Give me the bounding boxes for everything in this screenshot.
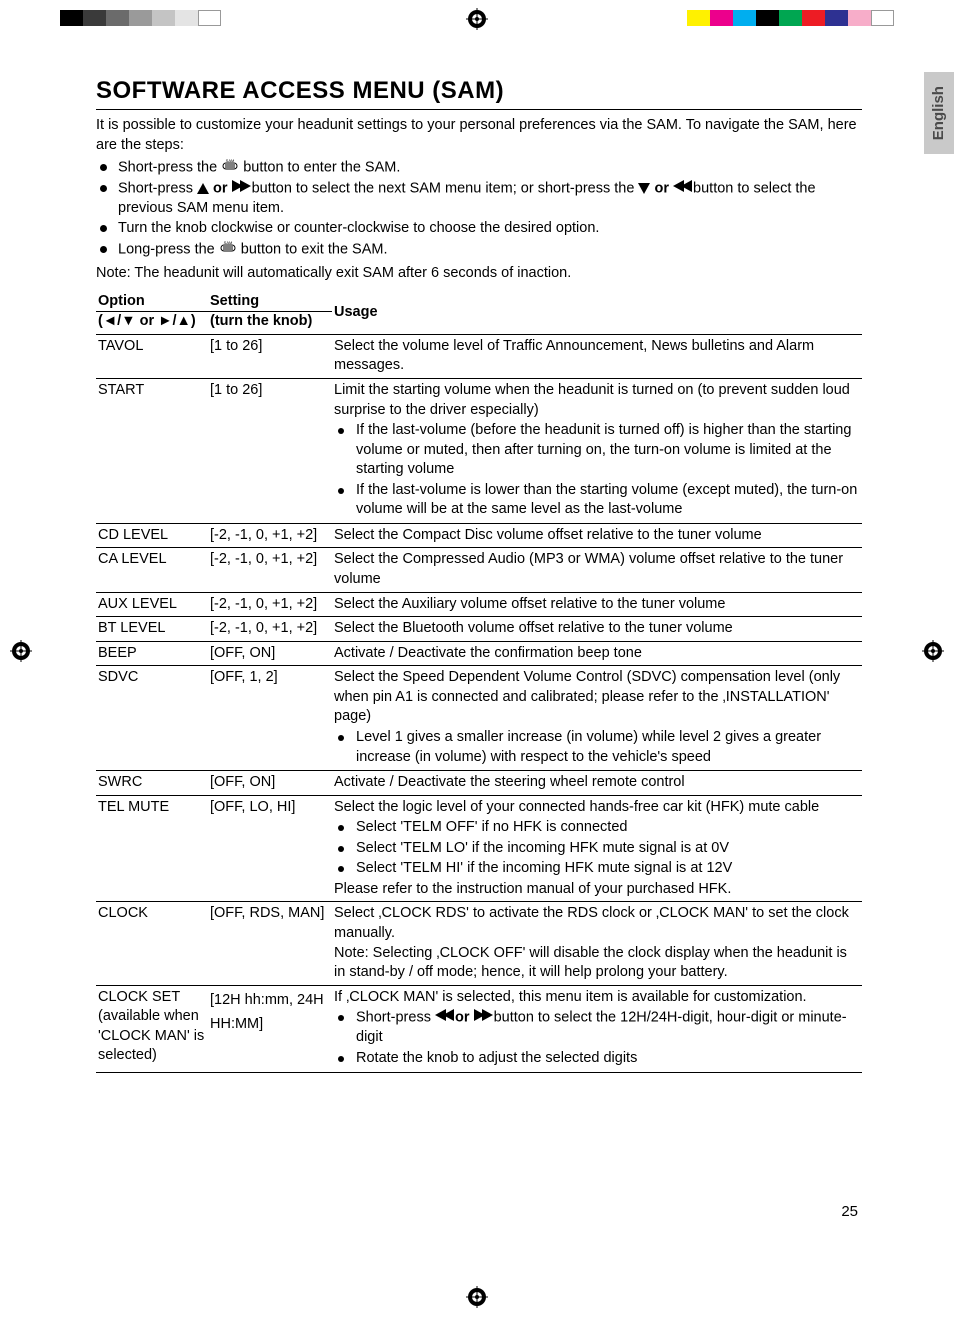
table-row: TEL MUTE [OFF, LO, HI] Select the logic … (96, 795, 862, 902)
sam-options-table: Option Setting Usage (◄/▼ or ►/▲) (turn … (96, 290, 862, 1073)
table-row: TAVOL [1 to 26] Select the volume level … (96, 334, 862, 378)
sam-button-icon: SAM (219, 240, 237, 260)
print-marks-bottom (0, 1268, 954, 1308)
table-row: CA LEVEL [-2, -1, 0, +1, +2] Select the … (96, 548, 862, 592)
registration-mark-left-icon (10, 640, 32, 662)
rewind-icon (435, 1008, 451, 1028)
table-row: SWRC [OFF, ON] Activate / Deactivate the… (96, 771, 862, 796)
colorbar-grayscale (60, 10, 221, 26)
steps-list: Short-press the SAM button to enter the … (96, 158, 862, 261)
registration-mark-icon (466, 1286, 488, 1308)
sam-button-icon: SAM (221, 158, 239, 178)
registration-mark-right-icon (922, 640, 944, 662)
col-setting-sub: (turn the knob) (208, 312, 332, 335)
colorbar-color (687, 10, 894, 26)
down-arrow-icon (638, 183, 650, 194)
col-option-sub: (◄/▼ or ►/▲) (96, 312, 208, 335)
table-row: BEEP [OFF, ON] Activate / Deactivate the… (96, 641, 862, 666)
col-setting: Setting (208, 290, 332, 312)
table-row: SDVC [OFF, 1, 2] Select the Speed Depend… (96, 666, 862, 771)
table-row: AUX LEVEL [-2, -1, 0, +1, +2] Select the… (96, 592, 862, 617)
col-usage: Usage (332, 290, 862, 335)
step-2: Short-press or button to select the next… (96, 179, 862, 219)
table-row: CD LEVEL [-2, -1, 0, +1, +2] Select the … (96, 523, 862, 548)
step-3: Turn the knob clockwise or counter-clock… (96, 219, 862, 239)
page-number: 25 (841, 1202, 858, 1222)
step-1: Short-press the SAM button to enter the … (96, 158, 862, 178)
table-row: BT LEVEL [-2, -1, 0, +1, +2] Select the … (96, 617, 862, 642)
note-text: Note: The headunit will automatically ex… (96, 264, 862, 284)
svg-text:SAM: SAM (223, 241, 232, 245)
up-arrow-icon (197, 183, 209, 194)
fast-forward-icon (232, 179, 248, 199)
page-content: SOFTWARE ACCESS MENU (SAM) It is possibl… (96, 75, 862, 1073)
svg-text:SAM: SAM (226, 159, 235, 163)
language-tab: English (924, 72, 954, 154)
table-row: START [1 to 26] Limit the starting volum… (96, 378, 862, 523)
language-label: English (929, 86, 949, 140)
page-title: SOFTWARE ACCESS MENU (SAM) (96, 75, 862, 110)
col-option: Option (96, 290, 208, 312)
print-marks-top (0, 10, 954, 50)
table-row: CLOCK SET (available when 'CLOCK MAN' is… (96, 985, 862, 1072)
registration-mark-icon (466, 8, 488, 30)
rewind-icon (673, 179, 689, 199)
fast-forward-icon (474, 1008, 490, 1028)
table-row: CLOCK [OFF, RDS, MAN] Select ‚CLOCK RDS'… (96, 902, 862, 985)
intro-text: It is possible to customize your headuni… (96, 116, 862, 155)
step-4: Long-press the SAM button to exit the SA… (96, 240, 862, 260)
